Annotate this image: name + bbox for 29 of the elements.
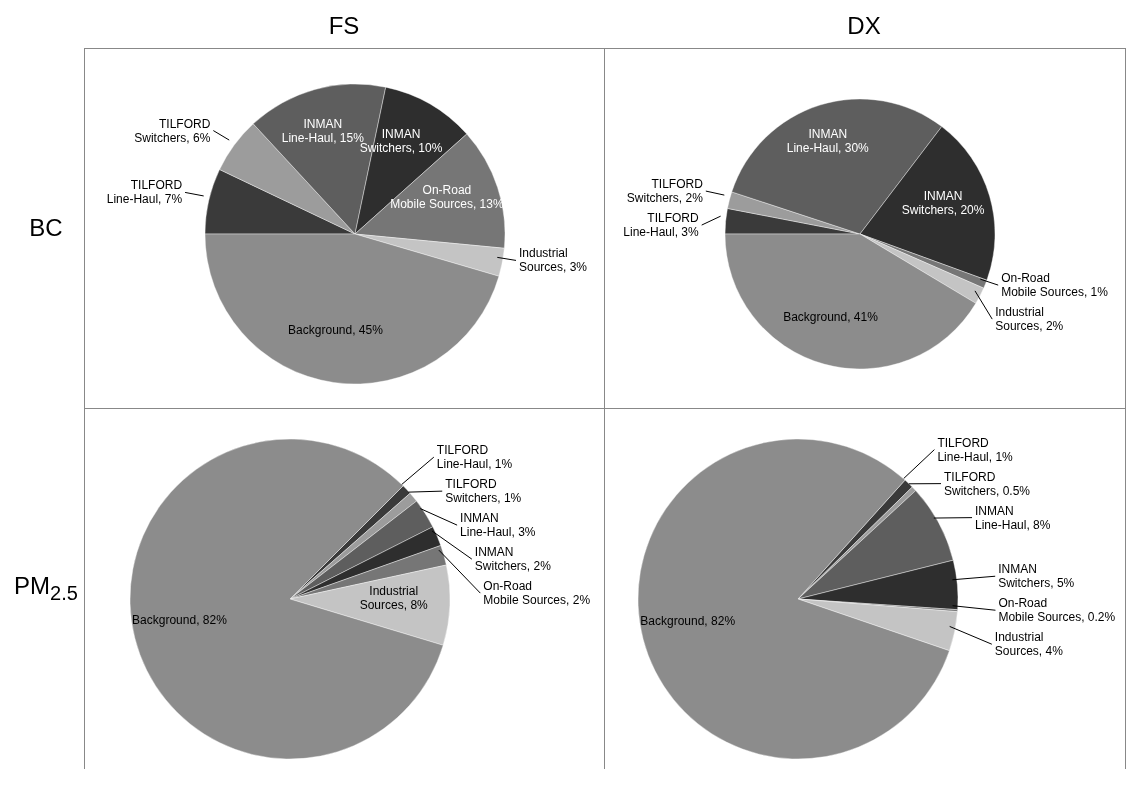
text: BC — [28, 214, 64, 242]
slice-label: Background, 82% — [132, 613, 228, 628]
slice-label: Industrial Sources, 8% — [359, 584, 429, 613]
slice-label: TILFORD Switchers, 1% — [445, 477, 522, 506]
slice-label: INMAN Line-Haul, 8% — [975, 503, 1051, 532]
slice-label: INMAN Switchers, 2% — [474, 545, 552, 574]
text: PM$_{2.5}$ — [13, 571, 79, 605]
slice-label: TILFORD Line-Haul, 1% — [937, 435, 1014, 464]
slice-label: Industrial Sources, 3% — [519, 246, 588, 275]
slice-label: TILFORD Switchers, 2% — [626, 177, 704, 206]
slice-label: TILFORD Switchers, 0.5% — [944, 469, 1031, 498]
slice-label: Background, 41% — [783, 310, 879, 325]
slice-label: INMAN Line-Haul, 30% — [786, 127, 870, 156]
chart-title: FS — [327, 12, 361, 41]
slice-label: Industrial Sources, 4% — [994, 630, 1064, 659]
slice-label: On-Road Mobile Sources, 2% — [483, 579, 591, 608]
slice-label: TILFORD Line-Haul, 1% — [436, 443, 513, 472]
slice-label: INMAN Switchers, 5% — [998, 562, 1075, 591]
slice-label: Industrial Sources, 2% — [995, 305, 1064, 334]
slice-label: INMAN Switchers, 20% — [901, 189, 985, 218]
slice-label: Background, 45% — [288, 322, 384, 337]
slice-label: TILFORD Line-Haul, 7% — [106, 178, 183, 207]
slice-label: On-Road Mobile Sources, 0.2% — [998, 596, 1116, 625]
slice-label: TILFORD Switchers, 6% — [134, 116, 211, 145]
chart-title: DX — [846, 12, 882, 41]
slice-label: On-Road Mobile Sources, 1% — [1001, 271, 1109, 300]
slice-label: TILFORD Line-Haul, 3% — [623, 211, 700, 240]
slice-label: INMAN Line-Haul, 3% — [460, 511, 536, 540]
slice-label: Background, 82% — [640, 614, 736, 629]
